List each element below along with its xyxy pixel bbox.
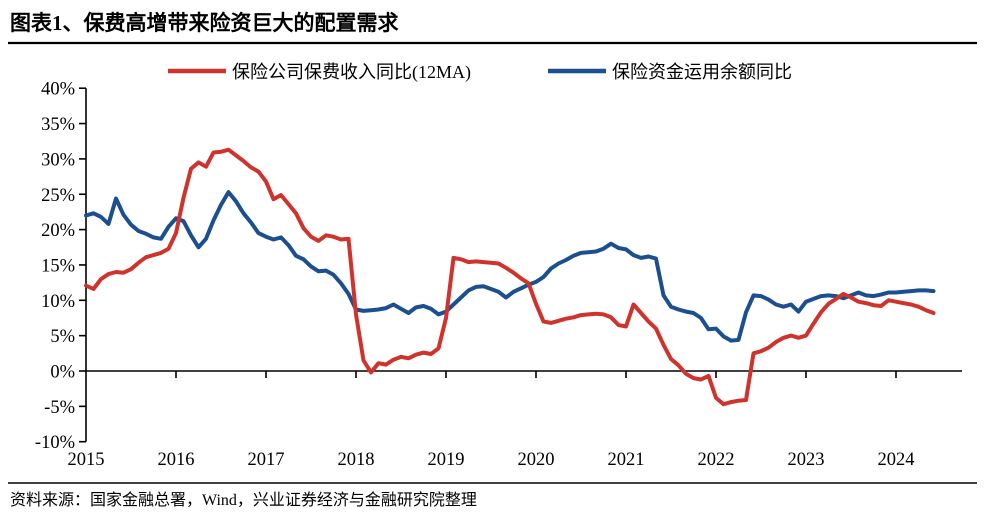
x-tick-label: 2021 [608, 450, 645, 470]
y-tick-label: 30% [41, 150, 75, 170]
y-tick-label: 25% [41, 186, 75, 206]
page-title: 图表1、保费高增带来险资巨大的配置需求 [10, 11, 399, 35]
legend-label-premium: 保险公司保费收入同比(12MA) [232, 62, 471, 83]
y-tick-label: 20% [41, 221, 75, 241]
legend-label-balance: 保险资金运用余额同比 [612, 62, 792, 82]
x-tick-label: 2020 [518, 450, 555, 470]
funds-balance-yoy-line [84, 190, 936, 343]
x-tick-label: 2023 [788, 450, 825, 470]
x-tick-label: 2022 [698, 450, 735, 470]
x-tick-label: 2019 [428, 450, 465, 470]
x-tick-label: 2016 [158, 450, 195, 470]
premium-income-yoy-12ma-line [84, 147, 936, 407]
y-tick-label: 10% [41, 292, 75, 312]
y-tick-label: -10% [35, 433, 75, 453]
series-layer [84, 147, 936, 407]
y-tick-label: 35% [41, 115, 75, 135]
y-tick-label: 0% [50, 363, 75, 383]
source-note: 资料来源：国家金融总署，Wind，兴业证券经济与金融研究院整理 [10, 491, 477, 509]
y-tick-label: -5% [44, 398, 75, 418]
y-tick-label: 5% [50, 327, 75, 347]
y-tick-label: 40% [41, 80, 75, 100]
x-tick-label: 2017 [248, 450, 285, 470]
y-tick-label: 15% [41, 256, 75, 276]
axes-layer: 40% 35% 30% 25% 20% 15% 10% 5% 0% -5% -10%2015 2016… [35, 80, 962, 470]
x-tick-label: 2024 [878, 450, 915, 470]
x-tick-label: 2018 [338, 450, 375, 470]
legend: 保险公司保费收入同比(12MA) 保险资金运用余额同比 [168, 62, 792, 83]
x-tick-label: 2015 [68, 450, 105, 470]
